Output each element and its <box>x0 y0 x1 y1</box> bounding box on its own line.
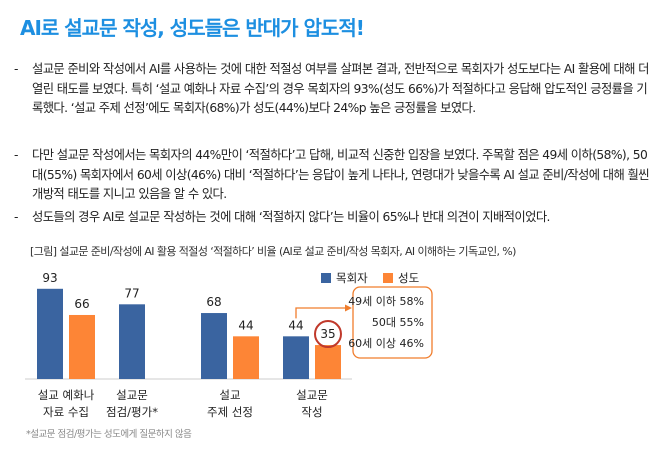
highlight-circle <box>314 320 342 349</box>
bar-pastor <box>201 313 227 379</box>
data-label: 77 <box>124 286 139 300</box>
legend-label: 성도 <box>398 271 419 285</box>
category-label: 설교문 <box>296 388 328 402</box>
bar-congregation <box>233 336 259 379</box>
bullet-marker: - <box>14 148 18 162</box>
arrow-head-icon <box>345 304 352 312</box>
data-label: 68 <box>206 295 221 309</box>
bullet-marker: - <box>14 210 18 224</box>
data-label: 66 <box>74 297 89 311</box>
bar-congregation <box>69 314 95 379</box>
category-label: 설교 <box>219 388 240 402</box>
bar-pastor <box>119 304 145 379</box>
bullet-3: - 성도들의 경우 AI로 설교문 작성하는 것에 대해 ‘적절하지 않다’는 비… <box>14 208 657 228</box>
chart-title: [그림] 설교문 준비/작성에 AI 활용 적절성 ‘적절하다’ 비율 (AI로… <box>30 245 516 258</box>
category-label: 설교문 <box>116 388 148 402</box>
bar-pastor <box>283 336 309 379</box>
annotation-arrow <box>295 307 346 319</box>
bullet-2: - 다만 설교문 작성에서는 목회자의 44%만이 ‘적절하다’고 답해, 비교적… <box>14 148 650 201</box>
data-label: 35 <box>320 327 335 341</box>
data-label: 44 <box>288 318 303 332</box>
data-label: 44 <box>238 318 253 332</box>
data-label: 93 <box>42 271 57 285</box>
page-title: AI로 설교문 작성, 성도들은 반대가 압도적! <box>20 16 365 40</box>
category-label: 설교 예화나 <box>38 388 95 402</box>
chart-footnote: *설교문 점검/평가는 성도에게 질문하지 않음 <box>26 429 192 440</box>
annotation-line: 49세 이하 58% <box>348 294 424 308</box>
bar-pastor <box>37 288 63 379</box>
category-label: 자료 수집 <box>43 405 89 419</box>
category-label: 점검/평가* <box>106 405 158 419</box>
bullet-1: - 설교문 준비와 작성에서 AI를 사용하는 것에 대한 적절성 여부를 살펴본… <box>14 62 650 115</box>
category-label: 작성 <box>301 405 322 419</box>
category-label: 주제 선정 <box>207 405 253 419</box>
legend-swatch <box>321 273 331 283</box>
bullet-marker: - <box>14 62 18 76</box>
legend-swatch <box>383 273 393 283</box>
annotation-box <box>352 286 433 359</box>
annotation-line: 60세 이상 46% <box>348 337 424 350</box>
legend-label: 목회자 <box>336 271 368 285</box>
bar-congregation <box>315 345 341 379</box>
annotation-line: 50대 55% <box>372 316 424 329</box>
